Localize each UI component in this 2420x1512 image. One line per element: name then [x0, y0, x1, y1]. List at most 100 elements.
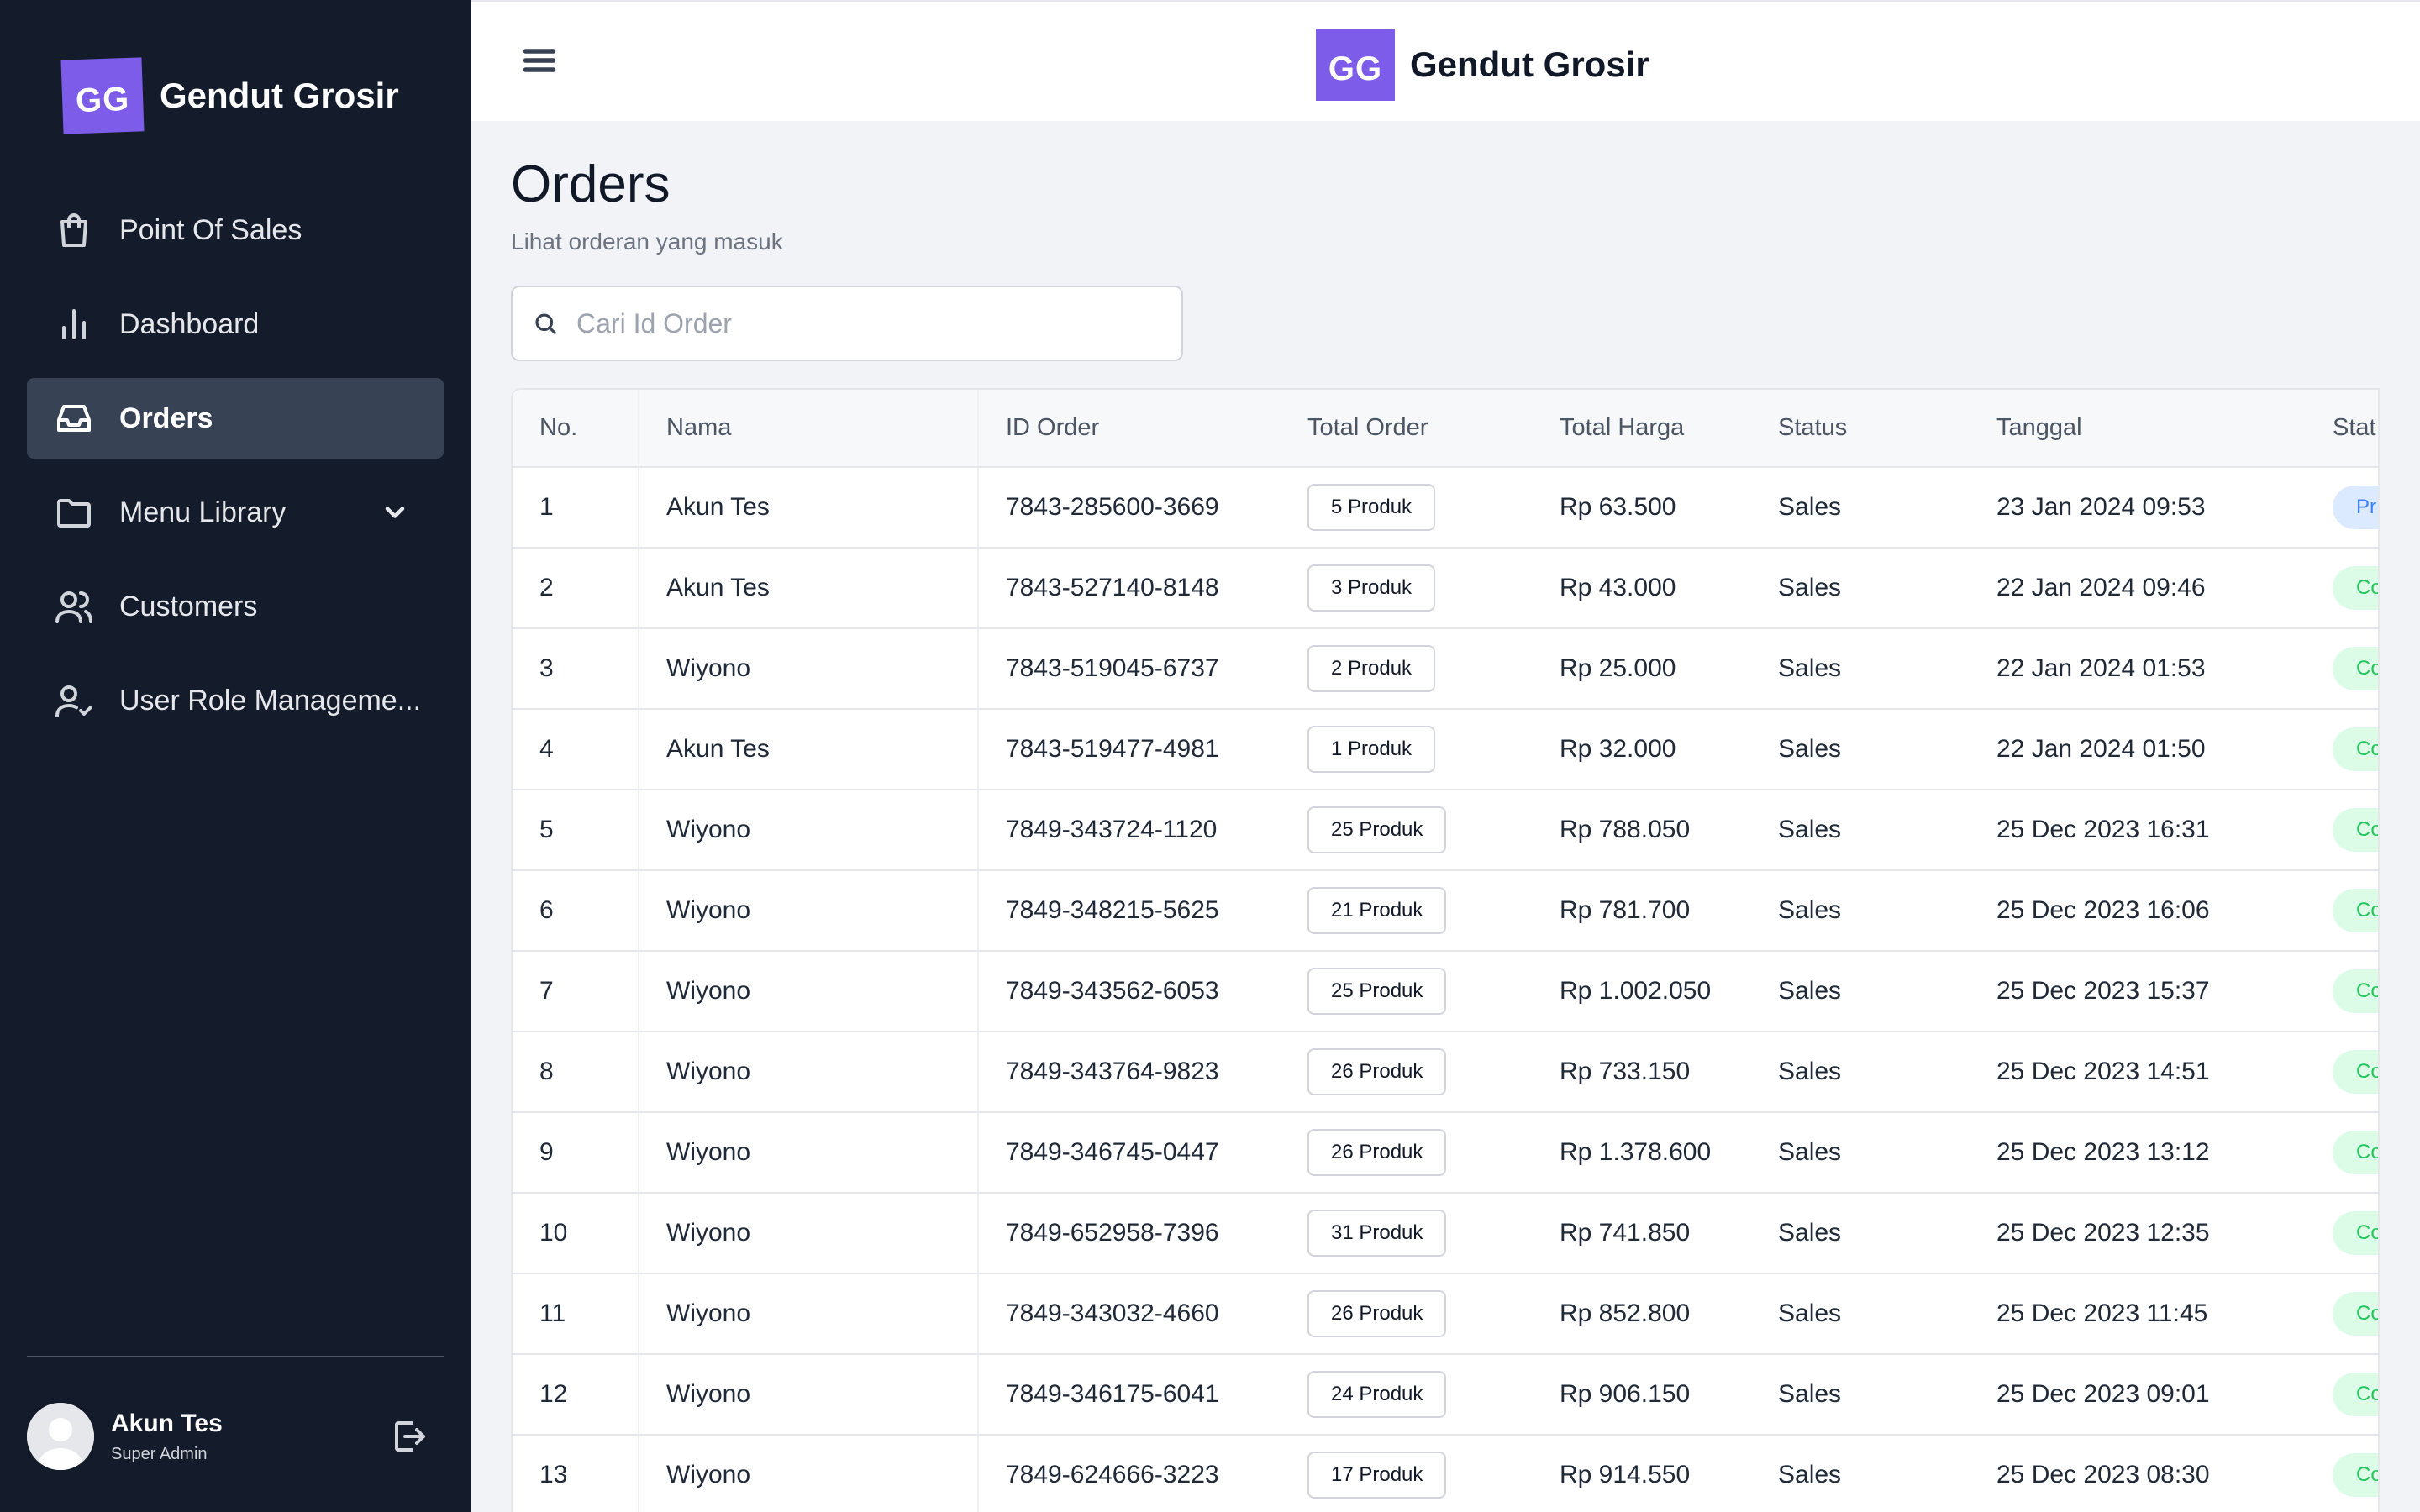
column-header-nama[interactable]: Nama [639, 390, 979, 468]
cell-nama: Wiyono [639, 1112, 979, 1194]
sidebar-item-menu-library[interactable]: Menu Library [27, 472, 444, 553]
header-brand[interactable]: GG Gendut Grosir [1316, 29, 1649, 101]
user-profile: Akun Tes Super Admin [27, 1401, 444, 1472]
cell-total-order: 21 Produk [1281, 870, 1533, 952]
table-row[interactable]: 5 Wiyono 7849-343724-1120 25 Produk Rp 788.0… [513, 790, 2378, 871]
cell-stat: Co [2306, 628, 2378, 710]
status-badge: Co [2333, 566, 2378, 610]
cell-stat: Co [2306, 870, 2378, 952]
cell-nama: Wiyono [639, 1273, 979, 1355]
table-row[interactable]: 8 Wiyono 7849-343764-9823 26 Produk Rp 733.1… [513, 1032, 2378, 1113]
cell-id-order: 7843-527140-8148 [978, 548, 1281, 629]
column-header-stat[interactable]: Stat [2306, 390, 2378, 468]
cell-tanggal: 25 Dec 2023 12:35 [1970, 1193, 2306, 1274]
sidebar-item-customers[interactable]: Customers [27, 566, 444, 647]
table-row[interactable]: 10 Wiyono 7849-652958-7396 31 Produk Rp 741.… [513, 1193, 2378, 1274]
table-row[interactable]: 13 Wiyono 7849-624666-3223 17 Produk Rp 914.… [513, 1435, 2378, 1512]
total-order-badge: 21 Produk [1307, 887, 1447, 934]
status-badge: Co [2333, 1050, 2378, 1094]
cell-total-harga: Rp 741.850 [1533, 1193, 1751, 1274]
cell-tanggal: 25 Dec 2023 13:12 [1970, 1112, 2306, 1194]
status-badge: Co [2333, 1373, 2378, 1416]
total-order-badge: 17 Produk [1307, 1452, 1447, 1499]
cell-stat: Co [2306, 1032, 2378, 1113]
users-icon [54, 586, 94, 627]
cell-total-order: 1 Produk [1281, 709, 1533, 790]
total-order-badge: 31 Produk [1307, 1210, 1447, 1257]
cell-nama: Wiyono [639, 951, 979, 1032]
table-body: 1 Akun Tes 7843-285600-3669 5 Produk Rp 63.5… [513, 467, 2378, 1512]
table-row[interactable]: 7 Wiyono 7849-343562-6053 25 Produk Rp 1.002… [513, 951, 2378, 1032]
sidebar-item-user-role-management[interactable]: User Role Manageme... [27, 660, 444, 741]
total-order-badge: 5 Produk [1307, 484, 1436, 531]
status-badge: Co [2333, 647, 2378, 690]
cell-no: 7 [513, 951, 639, 1032]
logout-icon[interactable] [388, 1416, 429, 1457]
cell-total-order: 25 Produk [1281, 951, 1533, 1032]
sidebar-nav: Point Of Sales Dashboard Orders Menu Lib… [27, 190, 444, 754]
cell-total-harga: Rp 63.500 [1533, 467, 1751, 549]
avatar[interactable] [27, 1403, 94, 1470]
total-order-badge: 26 Produk [1307, 1129, 1447, 1176]
table-row[interactable]: 1 Akun Tes 7843-285600-3669 5 Produk Rp 63.5… [513, 467, 2378, 549]
menu-toggle-icon[interactable] [521, 42, 558, 79]
sidebar-item-label: Orders [119, 402, 213, 434]
cell-id-order: 7849-346175-6041 [978, 1354, 1281, 1436]
cell-stat: Co [2306, 1112, 2378, 1194]
cell-stat: Co [2306, 1193, 2378, 1274]
user-name: Akun Tes [111, 1409, 223, 1437]
table-row[interactable]: 4 Akun Tes 7843-519477-4981 1 Produk Rp 32.0… [513, 709, 2378, 790]
sidebar-item-point-of-sales[interactable]: Point Of Sales [27, 190, 444, 270]
sidebar-brand[interactable]: GG Gendut Grosir [60, 57, 399, 134]
table-row[interactable]: 3 Wiyono 7843-519045-6737 2 Produk Rp 25.000… [513, 628, 2378, 710]
cell-no: 11 [513, 1273, 639, 1355]
table-row[interactable]: 9 Wiyono 7849-346745-0447 26 Produk Rp 1.378… [513, 1112, 2378, 1194]
chevron-down-icon[interactable] [380, 497, 410, 528]
cell-tanggal: 25 Dec 2023 08:30 [1970, 1435, 2306, 1512]
table-row[interactable]: 2 Akun Tes 7843-527140-8148 3 Produk Rp 43.0… [513, 548, 2378, 629]
column-header-tanggal[interactable]: Tanggal [1970, 390, 2306, 468]
cell-tanggal: 22 Jan 2024 01:53 [1970, 628, 2306, 710]
cell-id-order: 7843-519477-4981 [978, 709, 1281, 790]
bar-chart-icon [54, 304, 94, 344]
cell-nama: Akun Tes [639, 709, 979, 790]
sidebar-item-dashboard[interactable]: Dashboard [27, 284, 444, 365]
cell-no: 4 [513, 709, 639, 790]
table-row[interactable]: 12 Wiyono 7849-346175-6041 24 Produk Rp 906.… [513, 1354, 2378, 1436]
cell-no: 1 [513, 467, 639, 549]
cell-no: 6 [513, 870, 639, 952]
status-badge: Pr [2333, 486, 2378, 529]
table-row[interactable]: 6 Wiyono 7849-348215-5625 21 Produk Rp 781.7… [513, 870, 2378, 952]
sidebar-item-orders[interactable]: Orders [27, 378, 444, 459]
cell-nama: Wiyono [639, 1032, 979, 1113]
column-header-total-order[interactable]: Total Order [1281, 390, 1533, 468]
page-title: Orders [511, 155, 671, 213]
cell-tanggal: 25 Dec 2023 16:31 [1970, 790, 2306, 871]
column-header-id-order[interactable]: ID Order [978, 390, 1281, 468]
column-header-status[interactable]: Status [1751, 390, 1970, 468]
total-order-badge: 25 Produk [1307, 968, 1447, 1015]
column-header-no[interactable]: No. [513, 390, 639, 468]
cell-status: Sales [1751, 790, 1970, 871]
status-badge: Co [2333, 727, 2378, 771]
total-order-badge: 26 Produk [1307, 1048, 1447, 1095]
total-order-badge: 24 Produk [1307, 1371, 1447, 1418]
status-badge: Co [2333, 808, 2378, 852]
search-box[interactable] [511, 286, 1183, 361]
cell-no: 9 [513, 1112, 639, 1194]
cell-total-harga: Rp 1.378.600 [1533, 1112, 1751, 1194]
sidebar-item-label: Point Of Sales [119, 213, 302, 246]
cell-tanggal: 25 Dec 2023 09:01 [1970, 1354, 2306, 1436]
cell-id-order: 7843-519045-6737 [978, 628, 1281, 710]
cell-id-order: 7849-346745-0447 [978, 1112, 1281, 1194]
cell-stat: Co [2306, 1435, 2378, 1512]
folder-icon [54, 492, 94, 533]
column-header-total-harga[interactable]: Total Harga [1533, 390, 1751, 468]
brand-logo: GG [1316, 29, 1395, 101]
cell-stat: Co [2306, 1354, 2378, 1436]
cell-status: Sales [1751, 1032, 1970, 1113]
search-input[interactable] [576, 307, 1165, 339]
cell-tanggal: 25 Dec 2023 14:51 [1970, 1032, 2306, 1113]
table-row[interactable]: 11 Wiyono 7849-343032-4660 26 Produk Rp 852.… [513, 1273, 2378, 1355]
cell-id-order: 7849-343724-1120 [978, 790, 1281, 871]
